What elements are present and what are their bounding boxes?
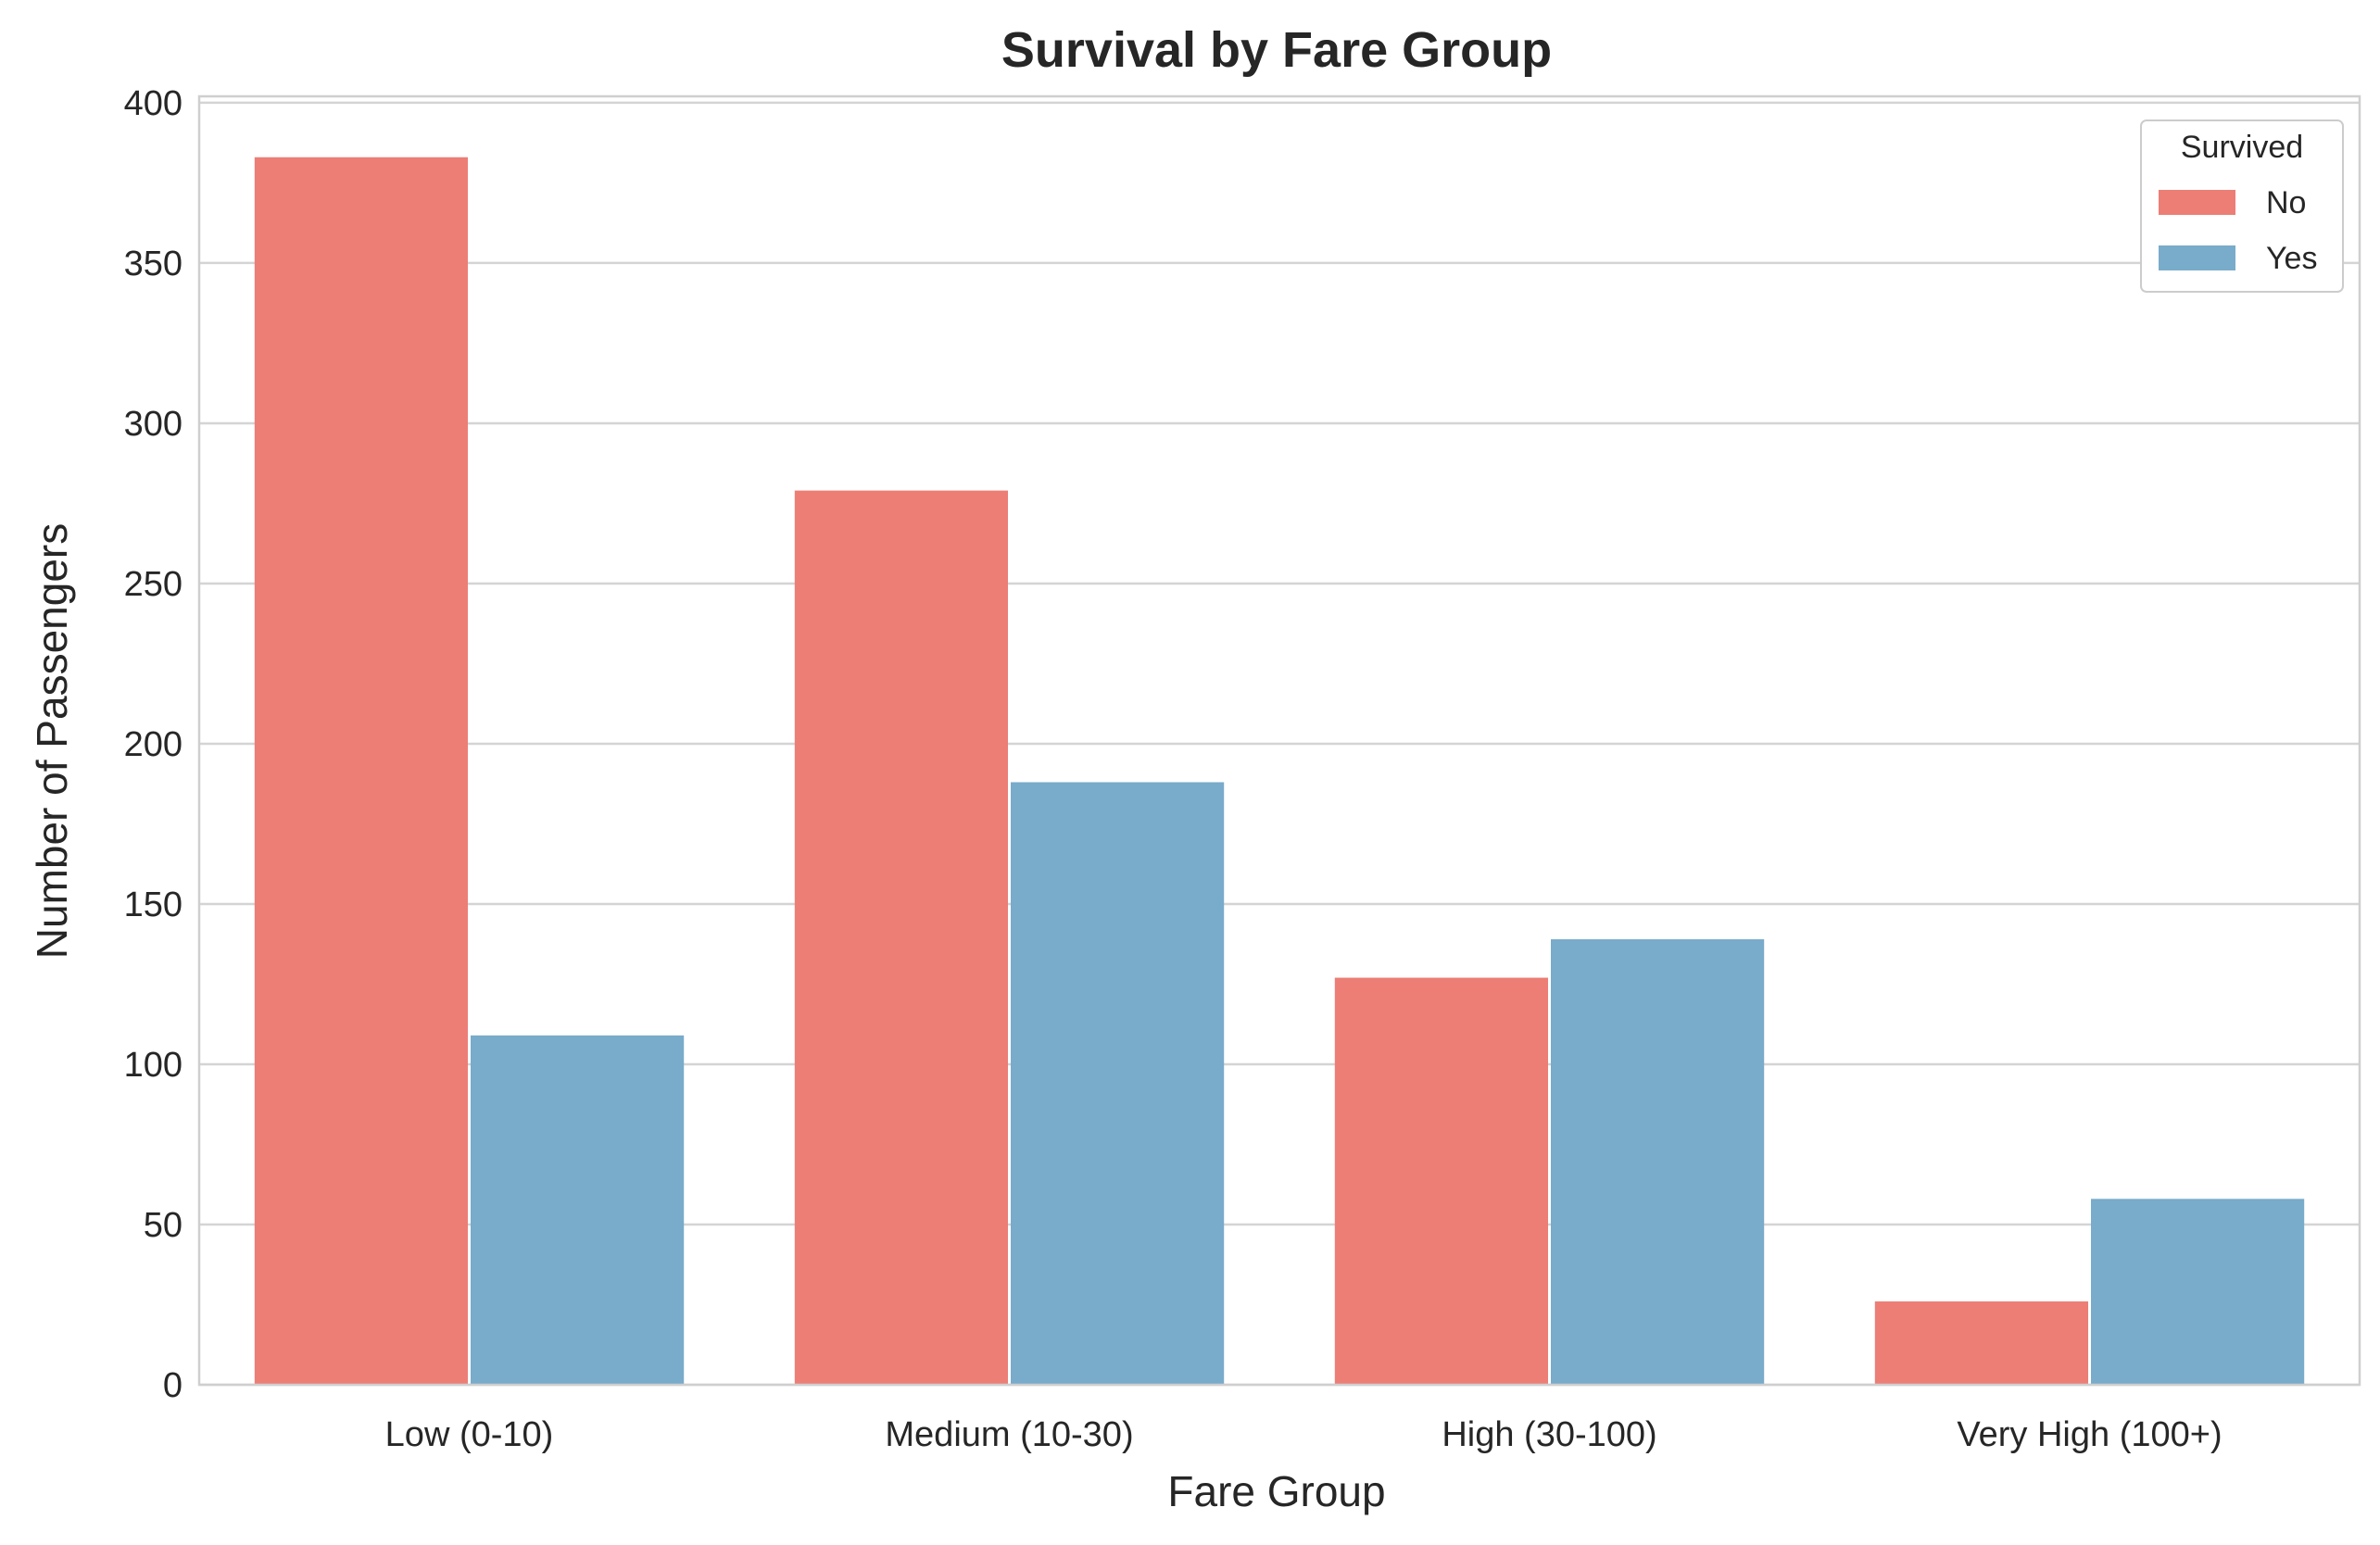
x-tick-label: Medium (10-30) bbox=[885, 1415, 1133, 1454]
plot-frame bbox=[197, 94, 2361, 1387]
legend-swatch-no bbox=[2159, 190, 2235, 215]
y-tick-label: 0 bbox=[163, 1366, 183, 1405]
legend-swatch-yes bbox=[2159, 245, 2235, 270]
bar-yes bbox=[2091, 1199, 2305, 1385]
y-tick-labels: 0 50 100 150 200 250 300 350 400 bbox=[124, 84, 183, 1405]
legend-title: Survived bbox=[2181, 130, 2303, 165]
y-tick-label: 100 bbox=[124, 1046, 183, 1085]
y-tick-label: 400 bbox=[124, 84, 183, 123]
legend-label-no: No bbox=[2266, 185, 2306, 220]
bar-yes bbox=[1551, 939, 1765, 1385]
bar-no bbox=[1874, 1301, 2088, 1385]
y-tick-label: 50 bbox=[144, 1206, 183, 1245]
x-tick-label: High (30-100) bbox=[1442, 1415, 1656, 1454]
legend-items: No Yes bbox=[2159, 185, 2317, 276]
chart-title: Survival by Fare Group bbox=[1001, 22, 1552, 78]
bar-no bbox=[794, 490, 1008, 1385]
x-tick-labels: Low (0-10) Medium (10-30) High (30-100) Ver… bbox=[385, 1415, 2223, 1454]
bar-yes bbox=[1011, 782, 1225, 1385]
y-axis-title: Number of Passengers bbox=[28, 523, 76, 959]
x-tick-label: Very High (100+) bbox=[1957, 1415, 2222, 1454]
y-tick-label: 150 bbox=[124, 886, 183, 924]
legend: Survived No Yes bbox=[2140, 119, 2344, 293]
y-tick-label: 250 bbox=[124, 565, 183, 604]
y-tick-label: 300 bbox=[124, 405, 183, 444]
x-tick-label: Low (0-10) bbox=[385, 1415, 554, 1454]
bar-yes bbox=[471, 1035, 685, 1385]
x-axis-title: Fare Group bbox=[1167, 1467, 1385, 1515]
bar-no bbox=[1334, 977, 1548, 1385]
y-tick-label: 350 bbox=[124, 245, 183, 283]
bar-no bbox=[254, 157, 468, 1385]
y-tick-label: 200 bbox=[124, 725, 183, 764]
legend-label-yes: Yes bbox=[2266, 241, 2317, 276]
bars bbox=[254, 157, 2305, 1385]
